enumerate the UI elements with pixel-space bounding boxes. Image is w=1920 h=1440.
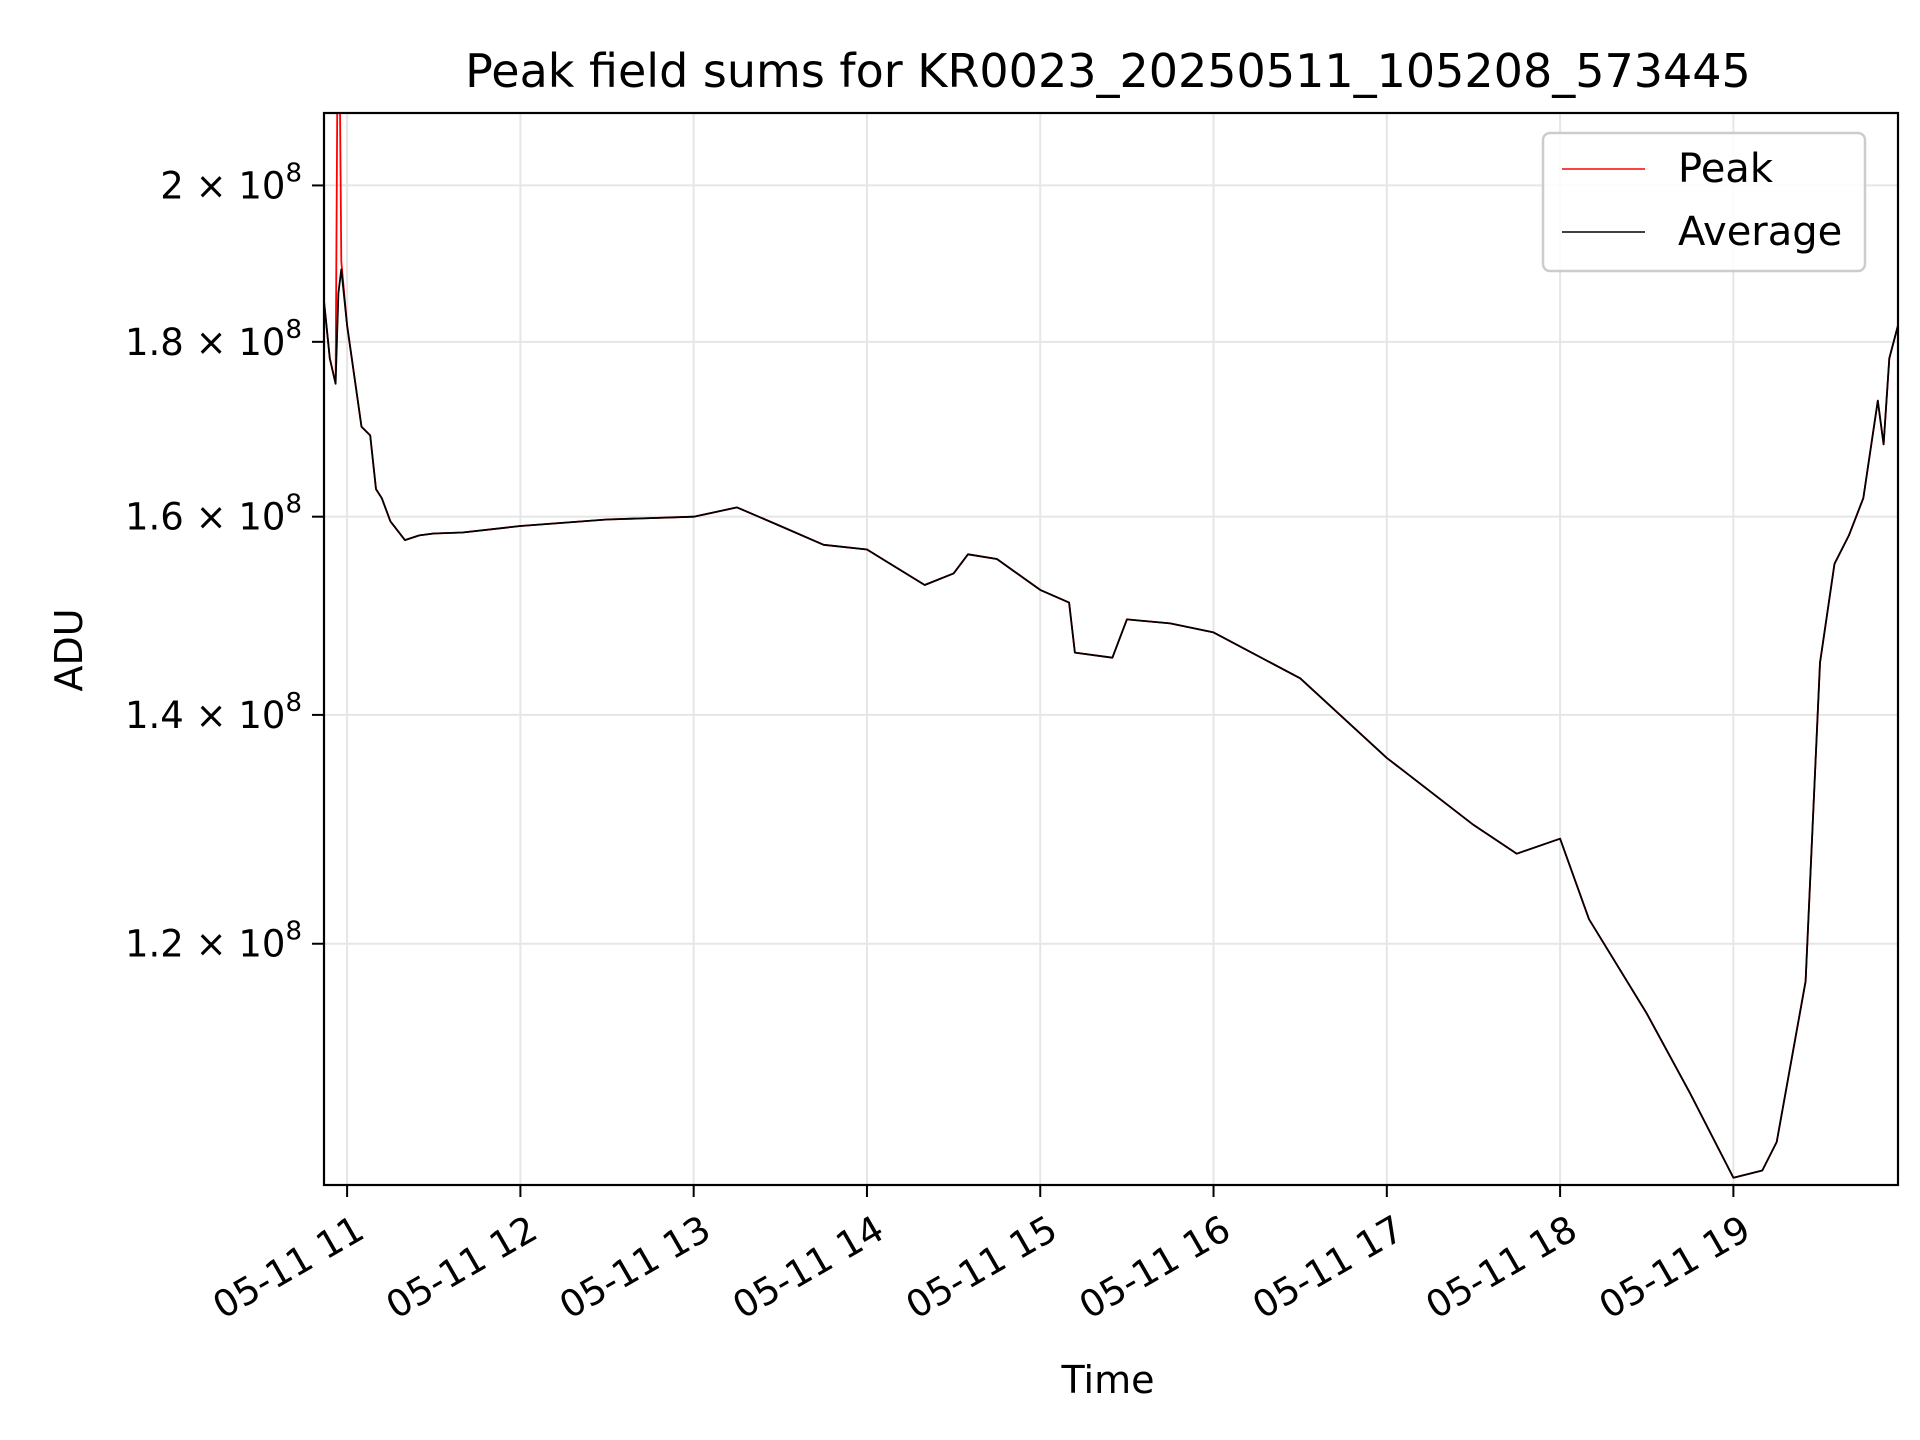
legend-box [1541, 131, 1867, 273]
series-line-average [324, 268, 1898, 1179]
y-ticks: 1.2 × 108 1.4 × 108 1.6 × 108 1.8 × 108 2 × … [125, 158, 324, 966]
y-tick-label: 1.4 × 108 [125, 688, 302, 737]
y-tick-label: 2 × 108 [160, 158, 302, 207]
y-axis-title: ADU [47, 608, 91, 691]
y-tick-label: 1.8 × 108 [125, 315, 302, 364]
grid-layer [324, 113, 1898, 1185]
chart-title: Peak field sums for KR0023_20250511_1052… [465, 44, 1751, 98]
series-layer [324, 113, 1898, 1179]
legend: Peak Average [1541, 131, 1867, 273]
legend-label-peak: Peak [1678, 146, 1774, 192]
y-tick-label: 1.6 × 108 [125, 490, 302, 539]
y-tick-label: 1.2 × 108 [125, 917, 302, 966]
legend-label-average: Average [1678, 209, 1842, 255]
plot-frame [322, 111, 1900, 1187]
x-axis-title: Time [1061, 1358, 1155, 1402]
